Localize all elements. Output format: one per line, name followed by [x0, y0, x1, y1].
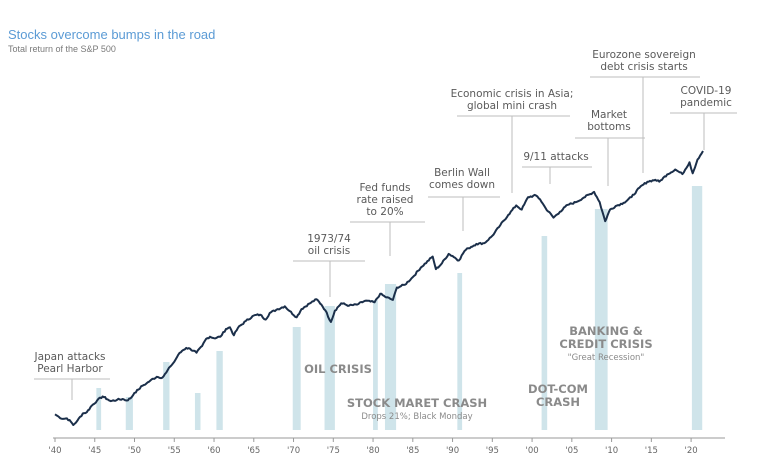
recession-band	[594, 209, 608, 430]
crisis-label-oil-crisis: OIL CRISIS	[304, 362, 372, 376]
crisis-sub-text: Drops 21%; Black Monday	[361, 412, 472, 422]
crisis-label-text: BANKING &	[569, 324, 643, 338]
x-tick-label: '05	[565, 446, 578, 456]
crisis-label-text: STOCK MARET CRASH	[347, 396, 487, 410]
annotation-text: 1973/74	[307, 233, 351, 245]
chart-title: Stocks overcome bumps in the road	[8, 27, 216, 42]
x-tick-label: '40	[48, 446, 61, 456]
x-tick-label: '60	[207, 446, 220, 456]
crisis-label-stock-crash: STOCK MARET CRASH Drops 21%; Black Monday	[347, 396, 487, 422]
x-tick-label: '65	[247, 446, 260, 456]
x-tick-label: '50	[128, 446, 141, 456]
annotation-text: COVID-19	[681, 85, 732, 97]
recession-band	[96, 388, 102, 430]
annotation-text: Market	[591, 109, 627, 121]
chart-subtitle: Total return of the S&P 500	[8, 44, 116, 54]
x-tick-label: '20	[685, 446, 698, 456]
recession-band	[163, 362, 170, 430]
crisis-label-text: CRASH	[536, 395, 580, 409]
x-tick-label: '90	[446, 446, 459, 456]
recession-band	[541, 236, 548, 430]
annotation-text: Berlin Wall	[434, 167, 490, 179]
annotation-nine-eleven: 9/11 attacks	[522, 151, 592, 184]
x-tick-label: '00	[525, 446, 538, 456]
recession-band	[292, 327, 301, 430]
x-tick-label: '95	[486, 446, 499, 456]
x-tick-label: '55	[168, 446, 181, 456]
x-tick-label: '75	[327, 446, 340, 456]
recession-band	[216, 351, 223, 430]
annotation-text: Japan attacks	[33, 351, 105, 363]
recession-band	[457, 273, 463, 430]
recession-band	[384, 284, 397, 430]
annotation-text: rate raised	[357, 194, 414, 206]
annotation-text: to 20%	[366, 206, 403, 218]
crisis-label-banking: BANKING &CREDIT CRISIS "Great Recession"	[559, 324, 652, 363]
crisis-sub-text: "Great Recession"	[568, 353, 645, 363]
recession-band	[691, 186, 703, 430]
crisis-label-text: OIL CRISIS	[304, 362, 372, 376]
x-tick-label: '85	[406, 446, 419, 456]
x-tick-label: '15	[645, 446, 658, 456]
annotation-text: Pearl Harbor	[37, 363, 103, 375]
series-line	[54, 150, 704, 426]
recession-band	[324, 306, 335, 430]
annotation-text: pandemic	[680, 97, 732, 109]
recession-band	[194, 393, 201, 430]
annotation-text: Economic crisis in Asia;	[451, 88, 574, 100]
x-tick-label: '70	[287, 446, 300, 456]
recession-band	[125, 397, 133, 430]
annotation-text: bottoms	[587, 121, 630, 133]
crisis-labels: OIL CRISIS STOCK MARET CRASH Drops 21%; Bl…	[304, 324, 653, 422]
annotation-asia-crisis: Economic crisis in Asia;global mini cras…	[451, 88, 574, 193]
x-axis: '40 '45 '50 '55 '60 '65 '70 '75 '80 '85 '90 '95 '00 '…	[48, 437, 725, 456]
annotation-text: 9/11 attacks	[523, 151, 588, 163]
recession-band	[373, 300, 378, 430]
annotation-text: Eurozone sovereign	[592, 49, 696, 61]
crisis-label-text: DOT-COM	[528, 382, 588, 396]
x-tick-label: '10	[605, 446, 618, 456]
annotation-text: Fed funds	[359, 182, 410, 194]
recession-bands	[96, 186, 703, 430]
annotation-text: global mini crash	[467, 100, 557, 112]
x-tick-label: '80	[366, 446, 379, 456]
annotation-text: debt crisis starts	[600, 61, 687, 73]
x-tick-label: '45	[88, 446, 101, 456]
annotation-text: comes down	[429, 179, 495, 191]
annotation-text: oil crisis	[308, 245, 350, 257]
crisis-label-text: CREDIT CRISIS	[559, 337, 652, 351]
